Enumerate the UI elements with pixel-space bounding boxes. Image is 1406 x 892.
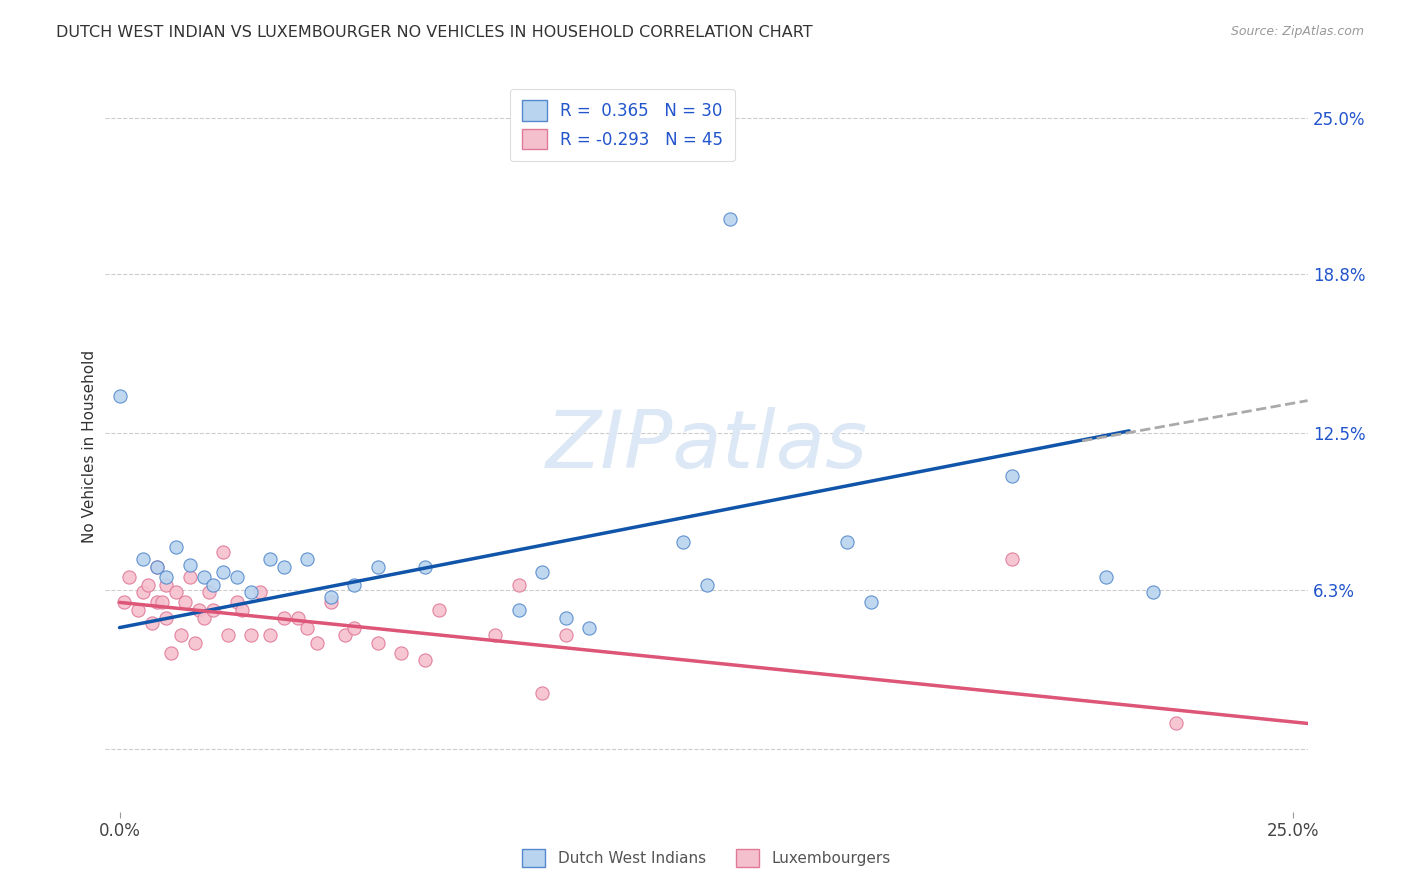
Point: [146, 560, 169, 574]
Point: [211, 545, 233, 559]
Point: [112, 595, 135, 609]
Point: [1142, 585, 1164, 599]
Point: [174, 595, 197, 609]
Point: [155, 578, 177, 592]
Point: [273, 610, 295, 624]
Point: [427, 603, 450, 617]
Point: [297, 552, 319, 566]
Point: [146, 595, 169, 609]
Point: [508, 603, 530, 617]
Point: [202, 603, 225, 617]
Point: [118, 570, 141, 584]
Point: [343, 621, 366, 635]
Point: [319, 595, 342, 609]
Text: Source: ZipAtlas.com: Source: ZipAtlas.com: [1230, 25, 1364, 38]
Point: [141, 615, 163, 630]
Point: [672, 534, 695, 549]
Point: [578, 621, 600, 635]
Point: [1001, 552, 1024, 566]
Point: [108, 388, 131, 402]
Point: [150, 595, 173, 609]
Point: [155, 610, 177, 624]
Text: ZIPatlas: ZIPatlas: [546, 407, 868, 485]
Point: [287, 610, 309, 624]
Point: [554, 628, 576, 642]
Point: [240, 585, 263, 599]
Y-axis label: No Vehicles in Household: No Vehicles in Household: [82, 350, 97, 542]
Point: [226, 595, 249, 609]
Point: [165, 585, 187, 599]
Point: [231, 603, 253, 617]
Text: DUTCH WEST INDIAN VS LUXEMBOURGER NO VEHICLES IN HOUSEHOLD CORRELATION CHART: DUTCH WEST INDIAN VS LUXEMBOURGER NO VEH…: [56, 25, 813, 40]
Point: [413, 653, 436, 667]
Point: [146, 560, 169, 574]
Point: [132, 552, 155, 566]
Point: [259, 628, 281, 642]
Point: [413, 560, 436, 574]
Point: [160, 646, 183, 660]
Point: [155, 570, 177, 584]
Point: [179, 570, 201, 584]
Point: [179, 558, 201, 572]
Point: [217, 628, 239, 642]
Point: [695, 578, 717, 592]
Point: [343, 578, 366, 592]
Point: [127, 603, 149, 617]
Point: [1094, 570, 1116, 584]
Point: [136, 578, 159, 592]
Point: [1164, 716, 1187, 731]
Point: [531, 565, 554, 579]
Point: [554, 610, 576, 624]
Legend: Dutch West Indians, Luxembourgers: Dutch West Indians, Luxembourgers: [516, 843, 897, 873]
Point: [389, 646, 412, 660]
Point: [297, 621, 319, 635]
Point: [226, 570, 249, 584]
Point: [249, 585, 271, 599]
Point: [193, 570, 215, 584]
Point: [484, 628, 506, 642]
Point: [202, 578, 225, 592]
Point: [305, 636, 328, 650]
Point: [169, 628, 191, 642]
Point: [718, 212, 741, 227]
Point: [197, 585, 219, 599]
Point: [367, 560, 389, 574]
Point: [165, 540, 187, 554]
Point: [211, 565, 233, 579]
Point: [319, 591, 342, 605]
Point: [1001, 469, 1024, 483]
Point: [188, 603, 211, 617]
Point: [859, 595, 882, 609]
Point: [367, 636, 389, 650]
Point: [508, 578, 530, 592]
Point: [259, 552, 281, 566]
Point: [183, 636, 205, 650]
Point: [273, 560, 295, 574]
Point: [333, 628, 356, 642]
Point: [531, 686, 554, 700]
Point: [240, 628, 263, 642]
Point: [132, 585, 155, 599]
Point: [837, 534, 859, 549]
Point: [193, 610, 215, 624]
